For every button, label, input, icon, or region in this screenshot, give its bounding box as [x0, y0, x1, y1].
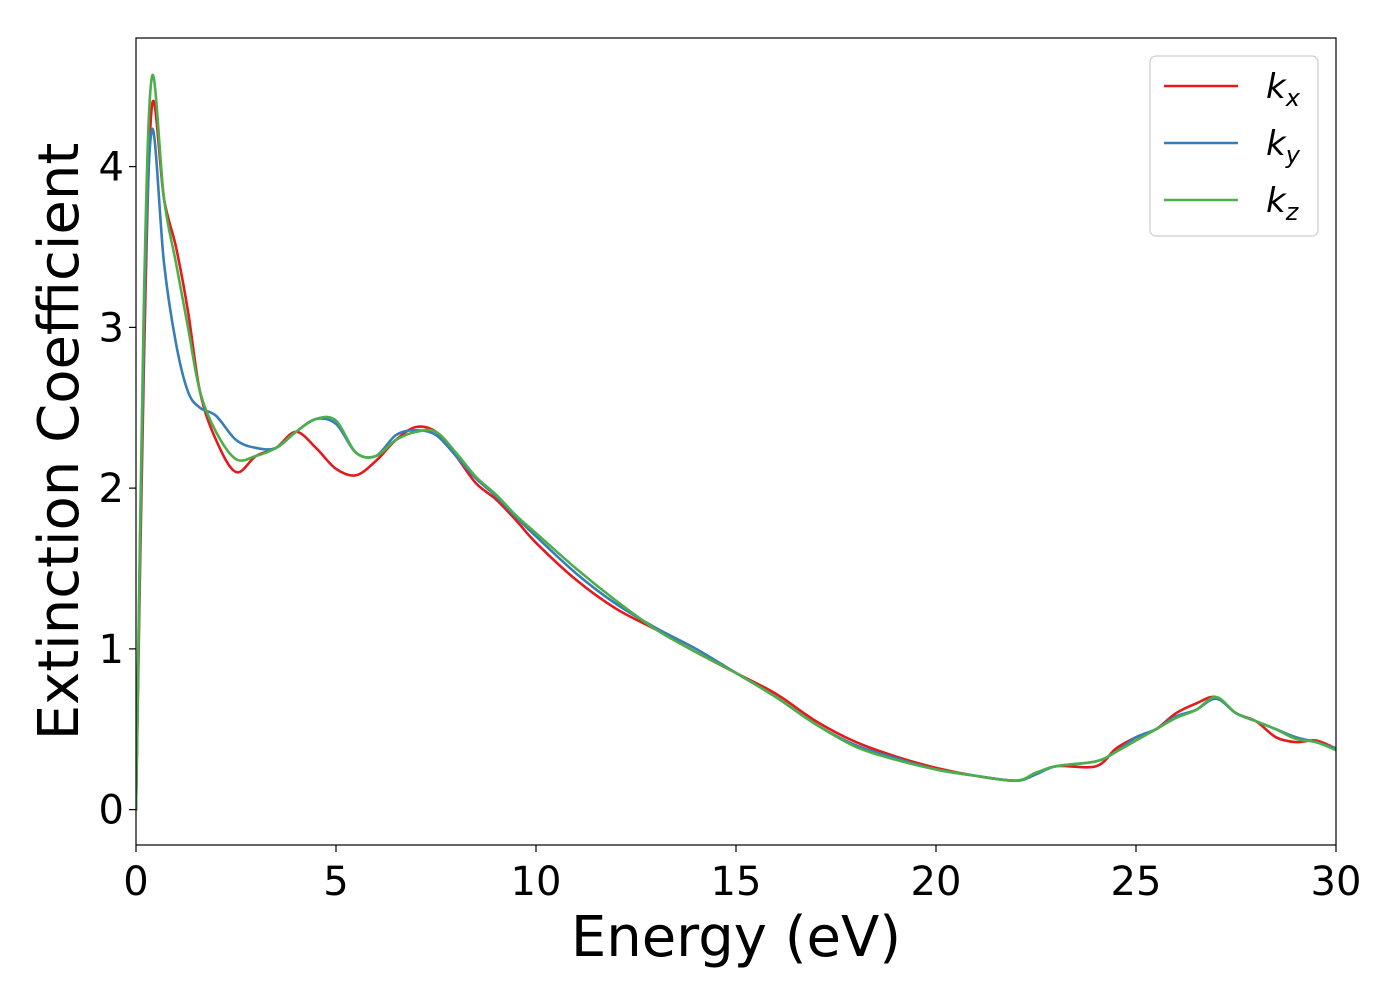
x-tick-label: 15 [711, 859, 762, 905]
series-line-kz [136, 73, 1336, 811]
plot-frame [135, 37, 1337, 846]
y-tick-label: 0 [99, 788, 124, 834]
legend-box [1149, 55, 1319, 237]
legend-label-ky: ky [1266, 124, 1301, 169]
legend-label-kx: kx [1266, 67, 1301, 112]
y-axis-title: Extinction Coefficient [27, 143, 92, 741]
y-tick-label: 2 [99, 466, 124, 512]
x-tick-label: 0 [123, 859, 148, 905]
x-axis-title: Energy (eV) [571, 905, 901, 970]
y-tick-label: 4 [99, 145, 124, 191]
axis-ticks: 0 5 10 15 20 25 30 0 1 2 3 4 [99, 145, 1362, 905]
x-tick-label: 10 [511, 859, 562, 905]
x-tick-label: 5 [323, 859, 348, 905]
x-tick-label: 25 [1111, 859, 1162, 905]
legend: kx ky kz [1149, 55, 1319, 237]
x-tick-label: 20 [911, 859, 962, 905]
y-tick-label: 3 [99, 305, 124, 351]
y-tick-label: 1 [99, 627, 124, 673]
x-tick-label: 30 [1311, 859, 1362, 905]
plot-area [136, 73, 1336, 811]
legend-label-kz: kz [1266, 181, 1300, 226]
